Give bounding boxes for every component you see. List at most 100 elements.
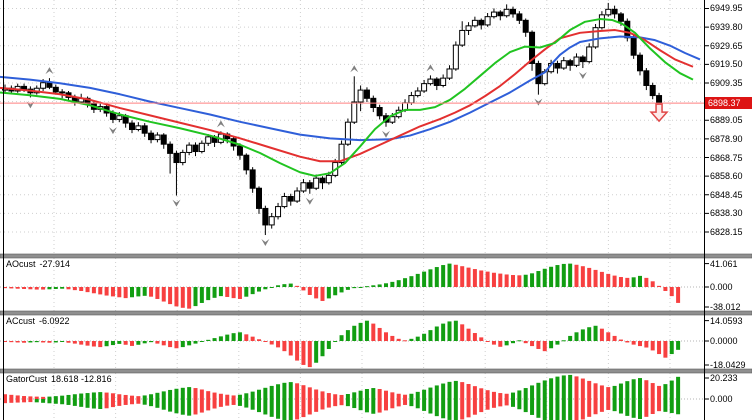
histogram-bar: [288, 341, 293, 356]
histogram-bar: [53, 287, 58, 289]
gator-upper-bar: [288, 382, 293, 399]
histogram-bar: [206, 339, 211, 341]
candle-body: [611, 8, 618, 15]
window-splitter[interactable]: [0, 253, 752, 259]
gator-lower-bar: [536, 399, 541, 418]
histogram-bar: [409, 338, 414, 341]
histogram-bar: [22, 287, 27, 289]
histogram-bar: [511, 275, 515, 287]
indicator-label-ac: ACcust -6.0922: [6, 316, 70, 326]
histogram-bar: [117, 287, 122, 298]
candle-body: [59, 91, 66, 94]
histogram-bar: [599, 271, 604, 287]
histogram-bar: [9, 287, 14, 289]
gator-upper-bar: [377, 389, 382, 399]
histogram-bar: [72, 341, 77, 344]
candle-body: [598, 14, 605, 29]
gator-lower-bar: [180, 399, 185, 415]
histogram-bar: [149, 287, 154, 297]
histogram-bar: [358, 287, 363, 288]
gator-lower-bar: [574, 399, 579, 420]
candle-body: [281, 195, 288, 208]
fractal-down-icon: [26, 101, 35, 109]
gator-lower-bar: [403, 399, 408, 405]
histogram-bar: [149, 341, 154, 343]
candle-body: [46, 82, 53, 88]
gator-upper-bar: [60, 395, 65, 399]
histogram-bar: [28, 341, 33, 343]
gator-upper-bar: [72, 394, 77, 399]
histogram-bar: [301, 341, 306, 365]
gator-lower-bar: [428, 399, 433, 414]
gator-upper-bar: [447, 381, 452, 399]
gator-upper-bar: [612, 385, 617, 399]
gator-lower-bar: [314, 399, 319, 412]
gator-upper-bar: [174, 388, 179, 399]
histogram-bar: [549, 266, 554, 287]
gator-upper-bar: [542, 380, 547, 399]
gator-lower-bar: [504, 399, 509, 406]
gator-upper-bar: [301, 385, 306, 399]
fractal-down-icon: [261, 239, 270, 247]
gator-upper-bar: [453, 380, 458, 399]
candle-body: [160, 134, 167, 145]
histogram-bar: [180, 287, 185, 308]
price-axis-label: 6878.90: [710, 133, 743, 144]
histogram-bar: [307, 341, 312, 368]
gator-upper-bar: [117, 394, 122, 399]
gator-lower-bar: [390, 399, 395, 409]
histogram-bar: [422, 333, 427, 341]
histogram-bar: [663, 341, 668, 358]
candle-body: [560, 60, 567, 69]
gator-lower-bar: [542, 399, 547, 420]
histogram-bar: [206, 287, 211, 301]
fractal-up-icon: [45, 67, 54, 75]
indicator-name: GatorCust: [6, 374, 48, 384]
histogram-bar: [72, 287, 77, 291]
gator-upper-bar: [625, 381, 630, 399]
gator-lower-bar: [142, 399, 147, 405]
gator-lower-bar: [91, 399, 96, 409]
candle-body: [421, 83, 428, 92]
gator-upper-bar: [104, 392, 109, 399]
gator-upper-bar: [631, 379, 636, 399]
gator-upper-bar: [606, 387, 611, 399]
fractal-up-icon: [426, 64, 435, 72]
histogram-bar: [9, 341, 14, 343]
candle-body: [649, 84, 656, 97]
candle-body: [554, 62, 561, 69]
gator-upper-bar: [295, 383, 300, 399]
histogram-bar: [657, 341, 662, 355]
histogram-bar: [47, 341, 52, 343]
gator-lower-bar: [409, 399, 414, 407]
histogram-bar: [269, 287, 274, 288]
gator-lower-bar: [288, 399, 293, 420]
histogram-bar: [155, 341, 160, 344]
gator-upper-bar: [110, 393, 115, 399]
gator-upper-bar: [250, 391, 255, 399]
candle-body: [167, 143, 174, 154]
gator-upper-bar: [650, 383, 655, 399]
fractal-down-icon: [382, 130, 390, 138]
window-splitter[interactable]: [0, 368, 752, 374]
histogram-bar: [466, 328, 471, 341]
gator-lower-bar: [257, 399, 261, 413]
gator-upper-bar: [3, 394, 7, 399]
candle-body: [376, 106, 383, 117]
candle-body: [414, 90, 421, 97]
gator-upper-bar: [472, 386, 477, 399]
gator-lower-bar: [41, 399, 46, 403]
gator-upper-bar: [504, 393, 509, 399]
gator-upper-bar: [669, 380, 674, 399]
window-splitter[interactable]: [0, 310, 752, 316]
gator-upper-bar: [333, 394, 338, 399]
histogram-bar: [320, 341, 325, 357]
histogram-bar: [428, 269, 433, 287]
histogram-bar: [282, 341, 287, 352]
histogram-bar: [498, 273, 503, 287]
histogram-bar: [403, 340, 408, 342]
gator-upper-bar: [587, 380, 592, 399]
candle-body: [154, 134, 161, 141]
gator-upper-bar: [231, 395, 236, 399]
